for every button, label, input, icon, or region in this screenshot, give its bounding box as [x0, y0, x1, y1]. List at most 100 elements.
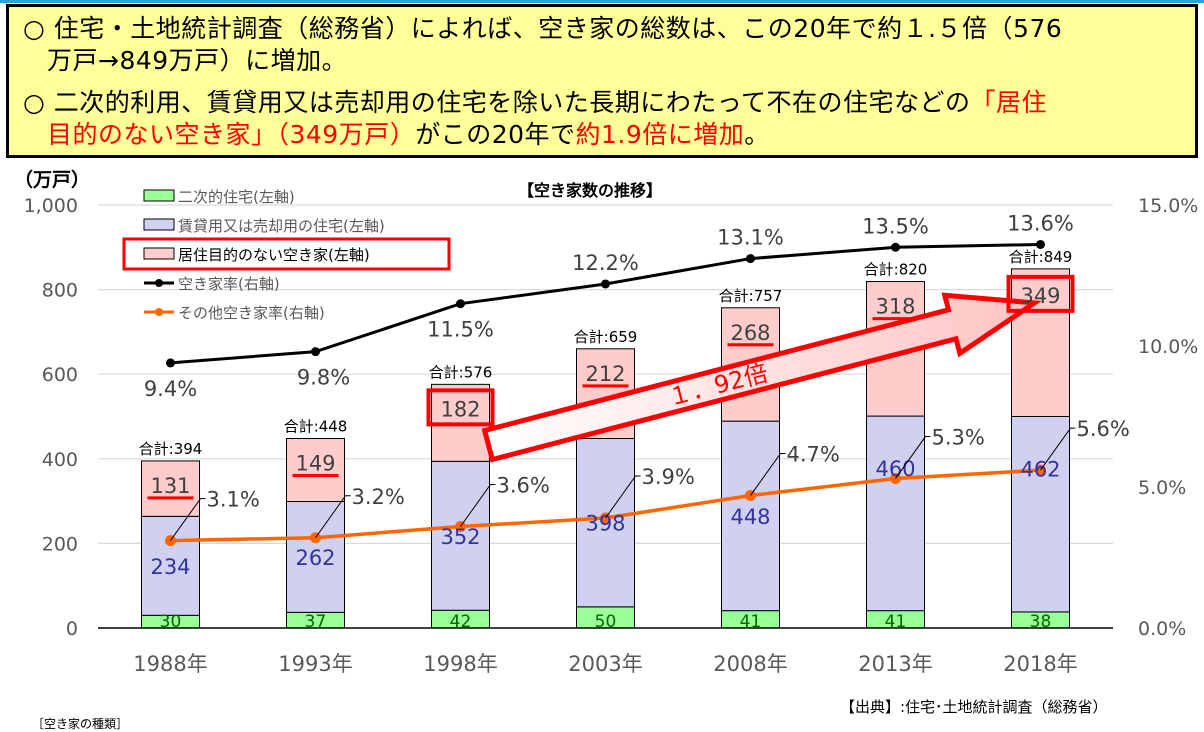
bar-value-label: 349 — [1020, 284, 1060, 308]
bar-segment — [721, 420, 780, 612]
line-point — [166, 358, 175, 368]
bar-value-label: 212 — [585, 362, 625, 386]
vacant-houses-chart: １．92倍 30234131合計:39437262149合計:448423521… — [14, 168, 1198, 676]
other-rate-label: 3.9% — [642, 465, 695, 489]
bar-value-label: 398 — [585, 512, 625, 536]
value-highlight-box — [426, 388, 495, 427]
source-citation: 【出典】:住宅･土地統計調査（総務省） — [840, 698, 1108, 716]
legend-highlight-box — [122, 237, 451, 271]
bar-value-label: 448 — [730, 505, 770, 529]
note-highlight: 「居住 — [970, 88, 1048, 117]
bar-segment — [141, 460, 200, 517]
bar-segment — [1011, 268, 1070, 417]
other-rate-label: 5.3% — [932, 426, 985, 450]
rate-label: 13.5% — [862, 214, 929, 238]
rate-label: 9.8% — [297, 366, 350, 390]
chart-title: 【空き家数の推移】 — [518, 181, 662, 200]
types-heading: ［空き家の種類］ — [32, 717, 129, 731]
x-tick-label: 1993年 — [278, 652, 352, 676]
leader-line — [750, 452, 786, 496]
legend-label: 空き家率(右軸) — [178, 275, 280, 293]
bullet: ○ — [23, 88, 46, 117]
y2-tick-label: 10.0% — [1138, 336, 1198, 358]
bar-value-label: 131 — [150, 474, 190, 498]
bar-segment — [431, 460, 490, 611]
bar-segment — [1011, 416, 1070, 613]
other-rate-label: 4.7% — [787, 442, 840, 466]
legend-label: 賃貸用又は売却用の住宅(左軸) — [178, 217, 385, 235]
other-rate-label: 3.6% — [497, 473, 550, 497]
bar-total-label: 合計:576 — [429, 363, 493, 381]
bar-value-label: 149 — [295, 451, 335, 475]
summary-note-box: ○ 住宅・土地統計調査（総務省）によれば、空き家の総数は、この20年で約１.５倍… — [6, 4, 1198, 158]
bar-segment — [286, 501, 345, 613]
value-highlight-box — [1006, 274, 1075, 313]
line-point — [1036, 239, 1045, 249]
rate-label: 12.2% — [572, 251, 639, 275]
line-point — [601, 279, 610, 289]
bar-value-label: 50 — [595, 612, 617, 632]
note-text: 。 — [744, 120, 770, 149]
legend-label: その他空き家率(右軸) — [178, 304, 325, 322]
note-line-1a: ○ 住宅・土地統計調査（総務省）によれば、空き家の総数は、この20年で約１.５倍… — [23, 13, 1062, 45]
legend-swatch — [143, 218, 175, 231]
bar-value-label: 234 — [150, 555, 190, 579]
leader-line — [1040, 427, 1076, 471]
bar-value-label: 37 — [305, 612, 327, 632]
note-text: 二次的利用、賃貸用又は売却用の住宅を除いた長期にわたって不在の住宅などの — [53, 88, 971, 117]
bar-segment — [866, 415, 925, 612]
legend-label: 居住目的のない空き家(左軸) — [178, 246, 370, 264]
bullet: ○ — [23, 14, 46, 43]
bar-value-label: 42 — [450, 612, 472, 632]
y2-tick-label: 15.0% — [1138, 195, 1198, 217]
bar-value-label: 268 — [730, 321, 770, 345]
line-point — [891, 242, 900, 252]
bar-value-label: 30 — [160, 612, 182, 632]
legend-marker — [155, 279, 163, 287]
line-point — [746, 254, 755, 264]
bar-value-label: 41 — [885, 612, 907, 632]
rate-label: 9.4% — [144, 377, 197, 401]
line-point — [311, 347, 320, 357]
note-line-2a: ○ 二次的利用、賃貸用又は売却用の住宅を除いた長期にわたって不在の住宅などの「居… — [23, 87, 1047, 119]
bar-value-label: 318 — [875, 295, 915, 319]
x-tick-label: 1998年 — [423, 652, 497, 676]
x-tick-label: 1988年 — [133, 652, 207, 676]
y2-tick-label: 5.0% — [1138, 477, 1186, 499]
y-tick-label: 200 — [42, 533, 78, 555]
x-tick-label: 2013年 — [858, 652, 932, 676]
other-rate-label: 3.1% — [207, 488, 260, 512]
y2-tick-label: 0.0% — [1138, 618, 1186, 640]
other-rate-label: 5.6% — [1077, 417, 1130, 441]
note-highlight: 約1.9倍に増加 — [575, 120, 745, 149]
line-point — [456, 299, 465, 309]
top-accent-line — [0, 0, 1204, 3]
bar-total-label: 合計:659 — [574, 328, 638, 346]
note-text: 万戸→849万戸）に増加。 — [47, 46, 348, 75]
legend-label: 二次的住宅(左軸) — [178, 188, 295, 206]
bar-value-label: 38 — [1030, 612, 1052, 632]
leader-line — [170, 498, 206, 541]
bar-value-label: 262 — [295, 546, 335, 570]
bar-value-label: 182 — [440, 397, 480, 421]
y-tick-label: 0 — [66, 618, 78, 640]
note-text: がこの20年で — [415, 120, 576, 149]
other-rate-label: 3.2% — [352, 485, 405, 509]
rate-label: 13.6% — [1007, 211, 1074, 235]
leader-line — [605, 475, 641, 519]
bar-segment — [141, 515, 200, 616]
y-axis-unit: （万戸） — [14, 168, 90, 191]
growth-arrow — [481, 292, 1042, 463]
bar-value-label: 460 — [875, 457, 915, 481]
x-tick-label: 2003年 — [568, 652, 642, 676]
legend-swatch — [143, 189, 175, 202]
x-tick-label: 2008年 — [713, 652, 787, 676]
bar-total-label: 合計:849 — [1009, 248, 1073, 266]
y-tick-label: 800 — [42, 280, 78, 302]
bar-value-label: 41 — [740, 612, 762, 632]
note-line-2b: 目的のない空き家」（349万戸）がこの20年で約1.9倍に増加。 — [47, 119, 770, 151]
leader-line — [460, 483, 496, 527]
rate-label: 13.1% — [717, 226, 784, 250]
bar-value-label: 352 — [440, 525, 480, 549]
note-text: 住宅・土地統計調査（総務省）によれば、空き家の総数は、この20年で約１.５倍（5… — [53, 14, 1063, 43]
